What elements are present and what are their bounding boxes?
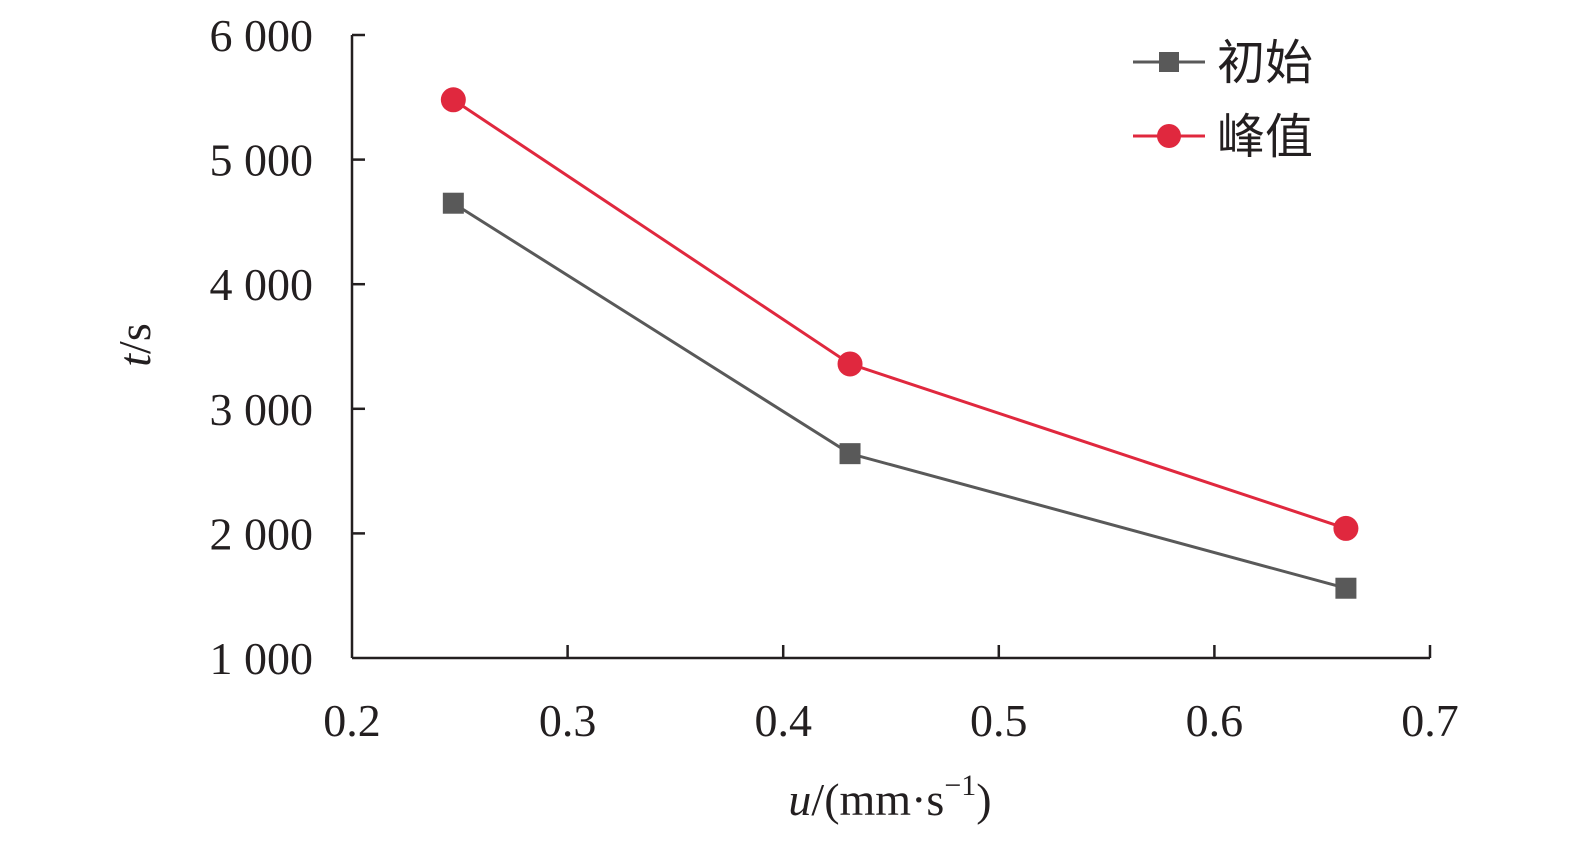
legend-marker-square-icon xyxy=(1159,52,1179,72)
x-axis-title: u/(mm·s−1) xyxy=(788,769,991,825)
x-axis-var: u xyxy=(788,774,811,825)
legend-label-initial: 初始 xyxy=(1217,35,1313,91)
data-point-peak xyxy=(1333,515,1359,541)
y-tick-label: 3 000 xyxy=(210,384,314,435)
x-tick-label: 0.6 xyxy=(1186,695,1244,746)
x-tick-label: 0.7 xyxy=(1401,695,1459,746)
x-tick-label: 0.5 xyxy=(970,695,1028,746)
data-point-initial xyxy=(839,443,861,465)
series-line-peak xyxy=(452,98,1347,530)
legend-item-initial: 初始 xyxy=(1133,35,1313,91)
x-tick-label: 0.3 xyxy=(539,695,597,746)
legend-label-peak: 峰值 xyxy=(1217,109,1313,165)
data-point-initial xyxy=(1335,577,1357,599)
y-tick-label: 5 000 xyxy=(210,135,314,186)
y-axis-title: t/s xyxy=(109,323,160,366)
y-axis-unit: /s xyxy=(109,323,160,354)
legend-item-peak: 峰值 xyxy=(1133,109,1313,165)
x-axis-unit: /(mm·s xyxy=(811,774,944,825)
legend: 初始 峰值 xyxy=(1133,35,1313,165)
y-axis-var: t xyxy=(109,353,160,367)
y-tick-label: 2 000 xyxy=(210,508,314,559)
series-line-initial xyxy=(452,201,1347,590)
y-ticks: 1 000 2 000 3 000 4 000 5 000 6 000 xyxy=(210,10,365,684)
x-ticks: 0.2 0.3 0.4 0.5 0.6 0.7 xyxy=(323,645,1459,746)
x-axis-exponent: −1 xyxy=(944,769,976,802)
y-tick-label: 1 000 xyxy=(210,633,314,684)
x-axis-close: ) xyxy=(976,774,991,825)
data-point-initial xyxy=(442,192,464,214)
legend-marker-circle-icon xyxy=(1157,124,1181,148)
data-point-peak xyxy=(837,351,863,377)
data-point-peak xyxy=(440,87,466,113)
x-tick-label: 0.2 xyxy=(323,695,381,746)
y-tick-label: 6 000 xyxy=(210,10,314,61)
y-tick-label: 4 000 xyxy=(210,259,314,310)
series-layer xyxy=(440,87,1359,599)
axes xyxy=(350,35,1430,660)
x-tick-label: 0.4 xyxy=(754,695,812,746)
